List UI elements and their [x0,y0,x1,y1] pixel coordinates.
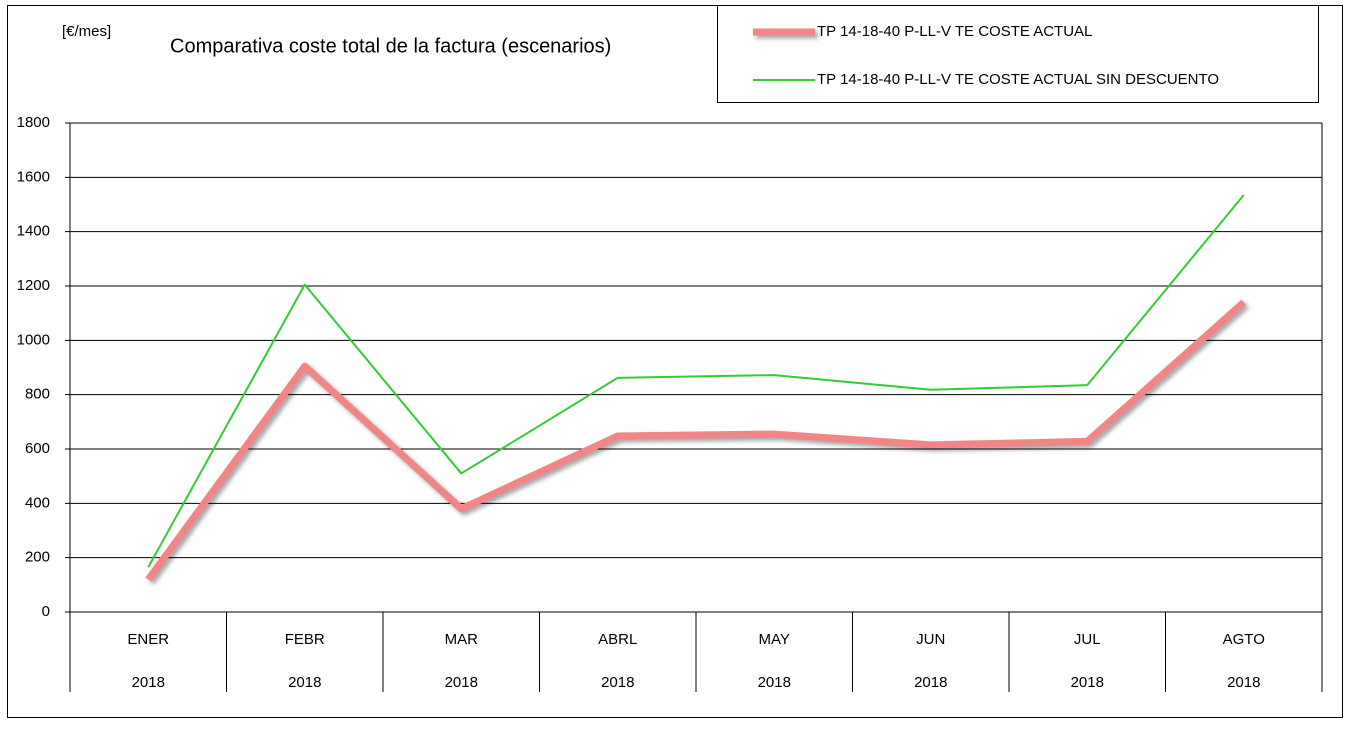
unit-label: [€/mes] [62,23,111,40]
y-tick-label: 1400 [17,223,50,240]
legend-box [717,5,1319,103]
legend-label: TP 14-18-40 P-LL-V TE COSTE ACTUAL SIN D… [817,71,1219,88]
y-tick-label: 200 [25,549,50,566]
x-tick-label: ABRL [598,631,637,648]
x-tick-label: 2018 [1227,674,1260,691]
x-tick-label: 2018 [758,674,791,691]
y-tick-label: 400 [25,494,50,511]
chart-title: Comparativa coste total de la factura (e… [170,35,611,57]
x-tick-label: MAR [445,631,479,648]
y-tick-label: 600 [25,440,50,457]
x-tick-label: AGTO [1223,631,1265,648]
x-tick-label: ENER [127,631,169,648]
chart-border [7,5,1343,718]
x-tick-label: 2018 [132,674,165,691]
series-line [147,194,1245,568]
y-tick-label: 800 [25,386,50,403]
x-tick-label: 2018 [914,674,947,691]
x-tick-label: 2018 [601,674,634,691]
legend-label: TP 14-18-40 P-LL-V TE COSTE ACTUAL [817,23,1092,40]
y-tick-label: 0 [42,603,50,620]
x-tick-label: 2018 [445,674,478,691]
y-tick-label: 1600 [17,168,50,185]
series-line [145,299,1247,582]
x-tick-label: 2018 [288,674,321,691]
x-tick-label: FEBR [285,631,325,648]
x-tick-label: JUL [1074,631,1101,648]
y-tick-label: 1000 [17,331,50,348]
y-tick-label: 1200 [17,277,50,294]
x-tick-label: 2018 [1071,674,1104,691]
x-tick-label: MAY [759,631,790,648]
y-tick-label: 1800 [17,114,50,131]
x-tick-label: JUN [916,631,945,648]
